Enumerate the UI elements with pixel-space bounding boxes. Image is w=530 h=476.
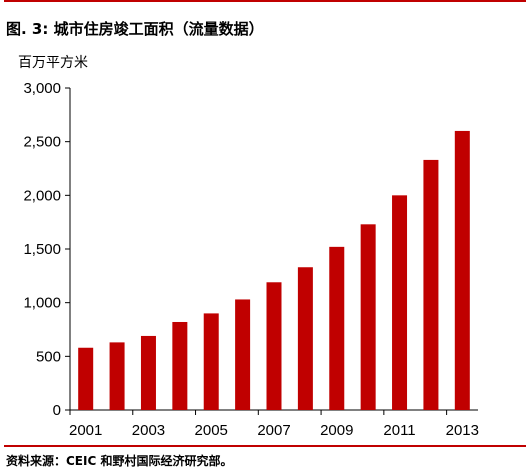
bar-2009 — [329, 246, 345, 410]
bar-2003 — [140, 335, 156, 410]
bar-2011 — [392, 195, 408, 410]
y-tick-label: 3,000 — [23, 80, 61, 97]
figure-title-text: 城市住房竣工面积（流量数据） — [53, 20, 264, 38]
source-note: 资料来源：CEIC 和野村国际经济研究部。 — [6, 454, 233, 468]
bar-2010 — [360, 224, 376, 410]
bar-2001 — [78, 347, 94, 410]
x-tick-label: 2013 — [446, 422, 479, 439]
x-tick-label: 2011 — [383, 422, 415, 439]
bar-2012 — [423, 159, 439, 410]
bar-chart: 0 500 1,000 1,500 2,000 2,500 3,000 2001 2003 200… — [23, 80, 479, 439]
bar-2006 — [235, 299, 251, 410]
bar-2008 — [297, 267, 313, 410]
bar-2013 — [454, 130, 470, 410]
y-tick-label: 1,500 — [23, 241, 61, 258]
top-rule — [4, 0, 526, 2]
y-tick-label: 500 — [36, 348, 61, 365]
x-tick-label: 2003 — [132, 422, 165, 439]
x-tick-label: 2005 — [195, 422, 228, 439]
bar-2002 — [109, 342, 125, 410]
y-axis-unit-label: 百万平方米 — [18, 55, 88, 71]
bar-2007 — [266, 282, 282, 410]
x-tick-label: 2001 — [69, 422, 102, 439]
y-tick-label: 0 — [53, 402, 61, 419]
y-tick-label: 2,000 — [23, 187, 61, 204]
bar-2004 — [172, 321, 188, 410]
y-tick-label: 2,500 — [23, 134, 61, 151]
bottom-rule — [4, 445, 526, 447]
x-tick-label: 2007 — [257, 422, 290, 439]
bar-2005 — [203, 313, 219, 410]
y-tick-label: 1,000 — [23, 295, 61, 312]
x-tick-label: 2009 — [320, 422, 353, 439]
figure-title: 图. 3: 城市住房竣工面积（流量数据） — [6, 18, 264, 39]
figure-number: 图. 3: — [6, 20, 49, 38]
